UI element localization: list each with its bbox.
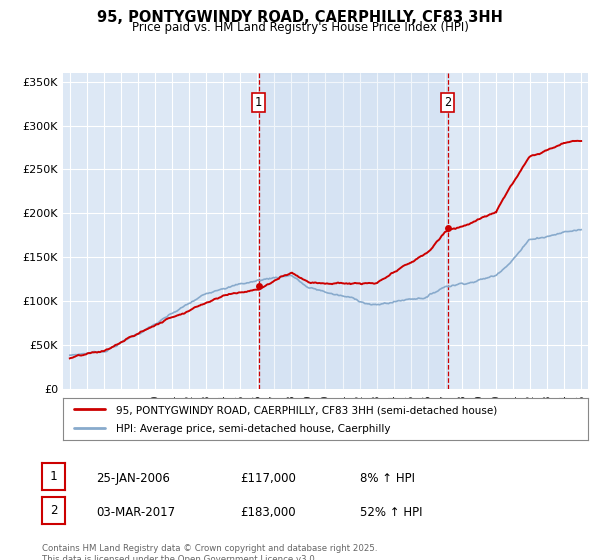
Bar bbox=[259, 73, 448, 389]
Text: 1: 1 bbox=[255, 96, 262, 109]
Text: 2: 2 bbox=[444, 96, 451, 109]
Text: 25-JAN-2006: 25-JAN-2006 bbox=[96, 472, 170, 486]
Text: Contains HM Land Registry data © Crown copyright and database right 2025.
This d: Contains HM Land Registry data © Crown c… bbox=[42, 544, 377, 560]
Text: £183,000: £183,000 bbox=[240, 506, 296, 519]
Text: 8% ↑ HPI: 8% ↑ HPI bbox=[360, 472, 415, 486]
Text: 95, PONTYGWINDY ROAD, CAERPHILLY, CF83 3HH: 95, PONTYGWINDY ROAD, CAERPHILLY, CF83 3… bbox=[97, 10, 503, 25]
Text: 52% ↑ HPI: 52% ↑ HPI bbox=[360, 506, 422, 519]
Text: Price paid vs. HM Land Registry's House Price Index (HPI): Price paid vs. HM Land Registry's House … bbox=[131, 21, 469, 34]
Text: 03-MAR-2017: 03-MAR-2017 bbox=[96, 506, 175, 519]
Text: 1: 1 bbox=[50, 470, 57, 483]
Text: £117,000: £117,000 bbox=[240, 472, 296, 486]
Text: HPI: Average price, semi-detached house, Caerphilly: HPI: Average price, semi-detached house,… bbox=[115, 424, 390, 433]
Text: 95, PONTYGWINDY ROAD, CAERPHILLY, CF83 3HH (semi-detached house): 95, PONTYGWINDY ROAD, CAERPHILLY, CF83 3… bbox=[115, 405, 497, 415]
Text: 2: 2 bbox=[50, 503, 57, 517]
